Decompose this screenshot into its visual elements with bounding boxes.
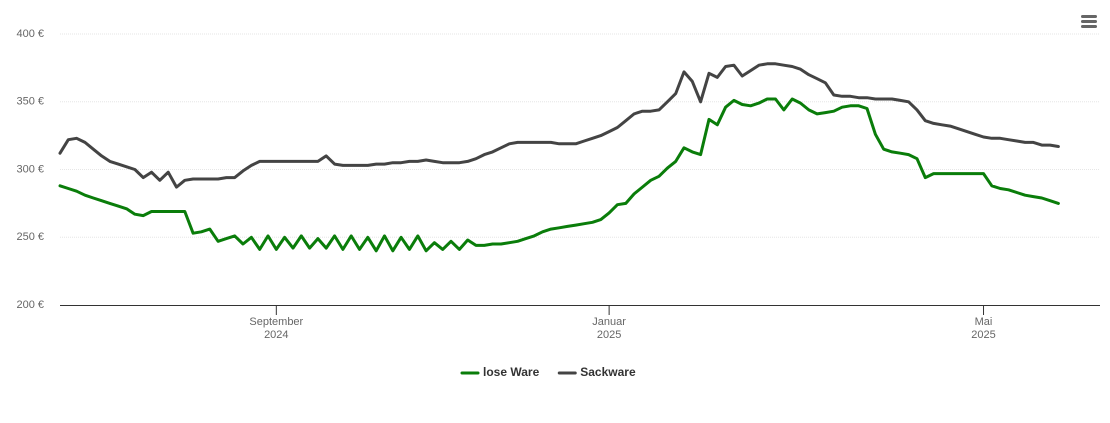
series-line bbox=[58, 62, 1060, 189]
y-tick-label: 400 € bbox=[16, 28, 44, 40]
x-tick-label: September 2024 bbox=[249, 316, 304, 341]
menu-bar[interactable] bbox=[1081, 20, 1097, 23]
menu-bar[interactable] bbox=[1081, 25, 1097, 28]
y-tick-label: 250 € bbox=[16, 231, 44, 243]
menu-button[interactable] bbox=[1078, 12, 1100, 32]
legend-label: lose Ware bbox=[483, 365, 540, 379]
menu-bar[interactable] bbox=[1081, 15, 1097, 18]
y-tick-label: 200 € bbox=[16, 299, 44, 311]
series-line bbox=[58, 97, 1060, 253]
x-tick-label: Mai 2025 bbox=[971, 316, 996, 341]
x-tick-label: Januar 2025 bbox=[592, 316, 626, 341]
legend-label: Sackware bbox=[580, 365, 636, 379]
y-tick-label: 300 € bbox=[16, 163, 44, 175]
y-tick-label: 350 € bbox=[16, 96, 44, 108]
